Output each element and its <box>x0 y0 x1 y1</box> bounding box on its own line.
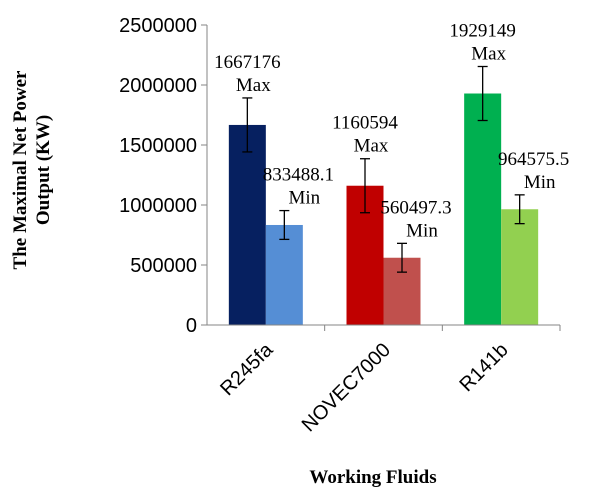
bar <box>501 209 539 325</box>
data-label-name: Min <box>524 172 556 193</box>
y-tick-label: 500000 <box>130 255 197 277</box>
x-axis-title: Working Fluids <box>309 467 436 488</box>
data-label-value: 1667176 <box>214 52 281 73</box>
bars <box>228 93 539 326</box>
x-tick-label: R245fa <box>216 338 278 400</box>
error-bars <box>242 65 525 273</box>
data-label-value: 833488.1 <box>263 165 334 186</box>
y-axis: 0 500000 1000000 1500000 2000000 2500000 <box>119 15 208 337</box>
x-tick-label: NOVEC7000 <box>298 339 395 436</box>
y-tick-label: 1000000 <box>119 195 197 217</box>
data-label-value: 1160594 <box>332 113 398 134</box>
y-tick-label: 2000000 <box>119 75 197 97</box>
y-tick-label: 1500000 <box>119 135 197 157</box>
y-axis-title-line2: Output (KW) <box>33 115 54 225</box>
data-label-name: Max <box>471 44 506 65</box>
data-label-value: 560497.3 <box>380 197 451 218</box>
data-label-value: 964575.5 <box>498 149 569 170</box>
y-tick-label: 2500000 <box>119 15 197 37</box>
data-label-name: Max <box>354 136 389 157</box>
data-label-name: Min <box>406 220 438 241</box>
bar <box>228 124 266 326</box>
data-labels: 1667176Max833488.1Min1160594Max560497.3M… <box>214 21 569 242</box>
bar <box>265 224 303 325</box>
bar <box>464 93 502 325</box>
x-axis: R245fa NOVEC7000 R141b <box>207 324 561 436</box>
x-tick-label: R141b <box>455 339 512 396</box>
data-label-name: Min <box>288 188 320 209</box>
y-axis-title-line1: The Maximal Net Power <box>10 70 31 269</box>
y-tick-label: 0 <box>186 315 197 337</box>
data-label-name: Max <box>236 75 271 96</box>
data-label-value: 1929149 <box>449 21 516 42</box>
